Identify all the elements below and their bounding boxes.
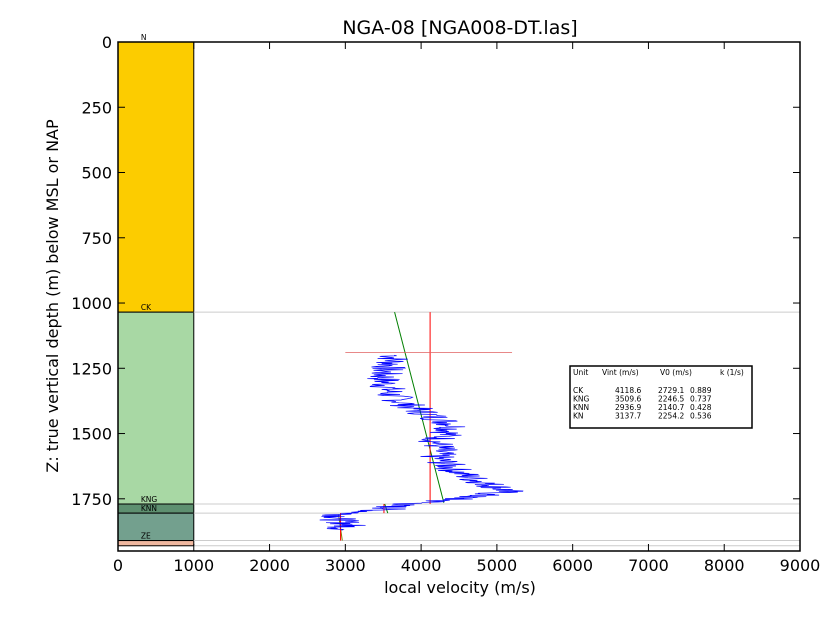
x-tick-label: 0 bbox=[113, 556, 123, 575]
table-cell: KN bbox=[573, 412, 584, 421]
strat-unit-n bbox=[118, 42, 194, 312]
x-tick-label: 2000 bbox=[249, 556, 290, 575]
y-tick-label: 500 bbox=[81, 164, 112, 183]
strat-unit-ze bbox=[118, 541, 194, 546]
y-tick-label: 1250 bbox=[71, 359, 112, 378]
table-header-cell: Vint (m/s) bbox=[602, 368, 639, 377]
x-tick-label: 5000 bbox=[477, 556, 518, 575]
x-tick-label: 3000 bbox=[325, 556, 366, 575]
x-tick-label: 8000 bbox=[704, 556, 745, 575]
strat-label-ze: ZE bbox=[141, 532, 151, 541]
table-cell: 2254.2 bbox=[658, 412, 684, 421]
x-axis-title: local velocity (m/s) bbox=[384, 578, 536, 597]
x-tick-label: 9000 bbox=[780, 556, 821, 575]
y-tick-label: 1000 bbox=[71, 294, 112, 313]
table-header-cell: Unit bbox=[573, 368, 588, 377]
y-tick-label: 1750 bbox=[71, 490, 112, 509]
strat-label-knn: KNN bbox=[141, 504, 157, 513]
x-tick-label: 7000 bbox=[628, 556, 669, 575]
y-tick-label: 250 bbox=[81, 98, 112, 117]
table-header-cell: V0 (m/s) bbox=[660, 368, 692, 377]
x-tick-label: 4000 bbox=[401, 556, 442, 575]
strat-label-kng: KNG bbox=[141, 495, 158, 504]
plot-frame bbox=[118, 42, 800, 551]
y-tick-label: 1500 bbox=[71, 425, 112, 444]
y-tick-label: 0 bbox=[102, 33, 112, 52]
strat-label-n: N bbox=[141, 33, 147, 42]
strat-label-ck: CK bbox=[141, 303, 152, 312]
table-header-cell: k (1/s) bbox=[720, 368, 744, 377]
chart-title: NGA-08 [NGA008-DT.las] bbox=[342, 17, 577, 39]
strat-unit-ck bbox=[118, 312, 194, 504]
horizon-lines bbox=[194, 312, 800, 546]
velocity-table: Unit Vint (m/s) V0 (m/s) k (1/s)CK 4118.6 272… bbox=[570, 366, 752, 428]
fit-lines bbox=[339, 312, 513, 540]
y-axis-title: Z: true vertical depth (m) below MSL or … bbox=[43, 119, 62, 473]
y-tick-label: 750 bbox=[81, 229, 112, 248]
x-tick-label: 6000 bbox=[552, 556, 593, 575]
table-cell: 0.536 bbox=[690, 412, 712, 421]
table-cell: 3137.7 bbox=[615, 412, 641, 421]
x-tick-label: 1000 bbox=[173, 556, 214, 575]
strat-unit-knn bbox=[118, 513, 194, 540]
